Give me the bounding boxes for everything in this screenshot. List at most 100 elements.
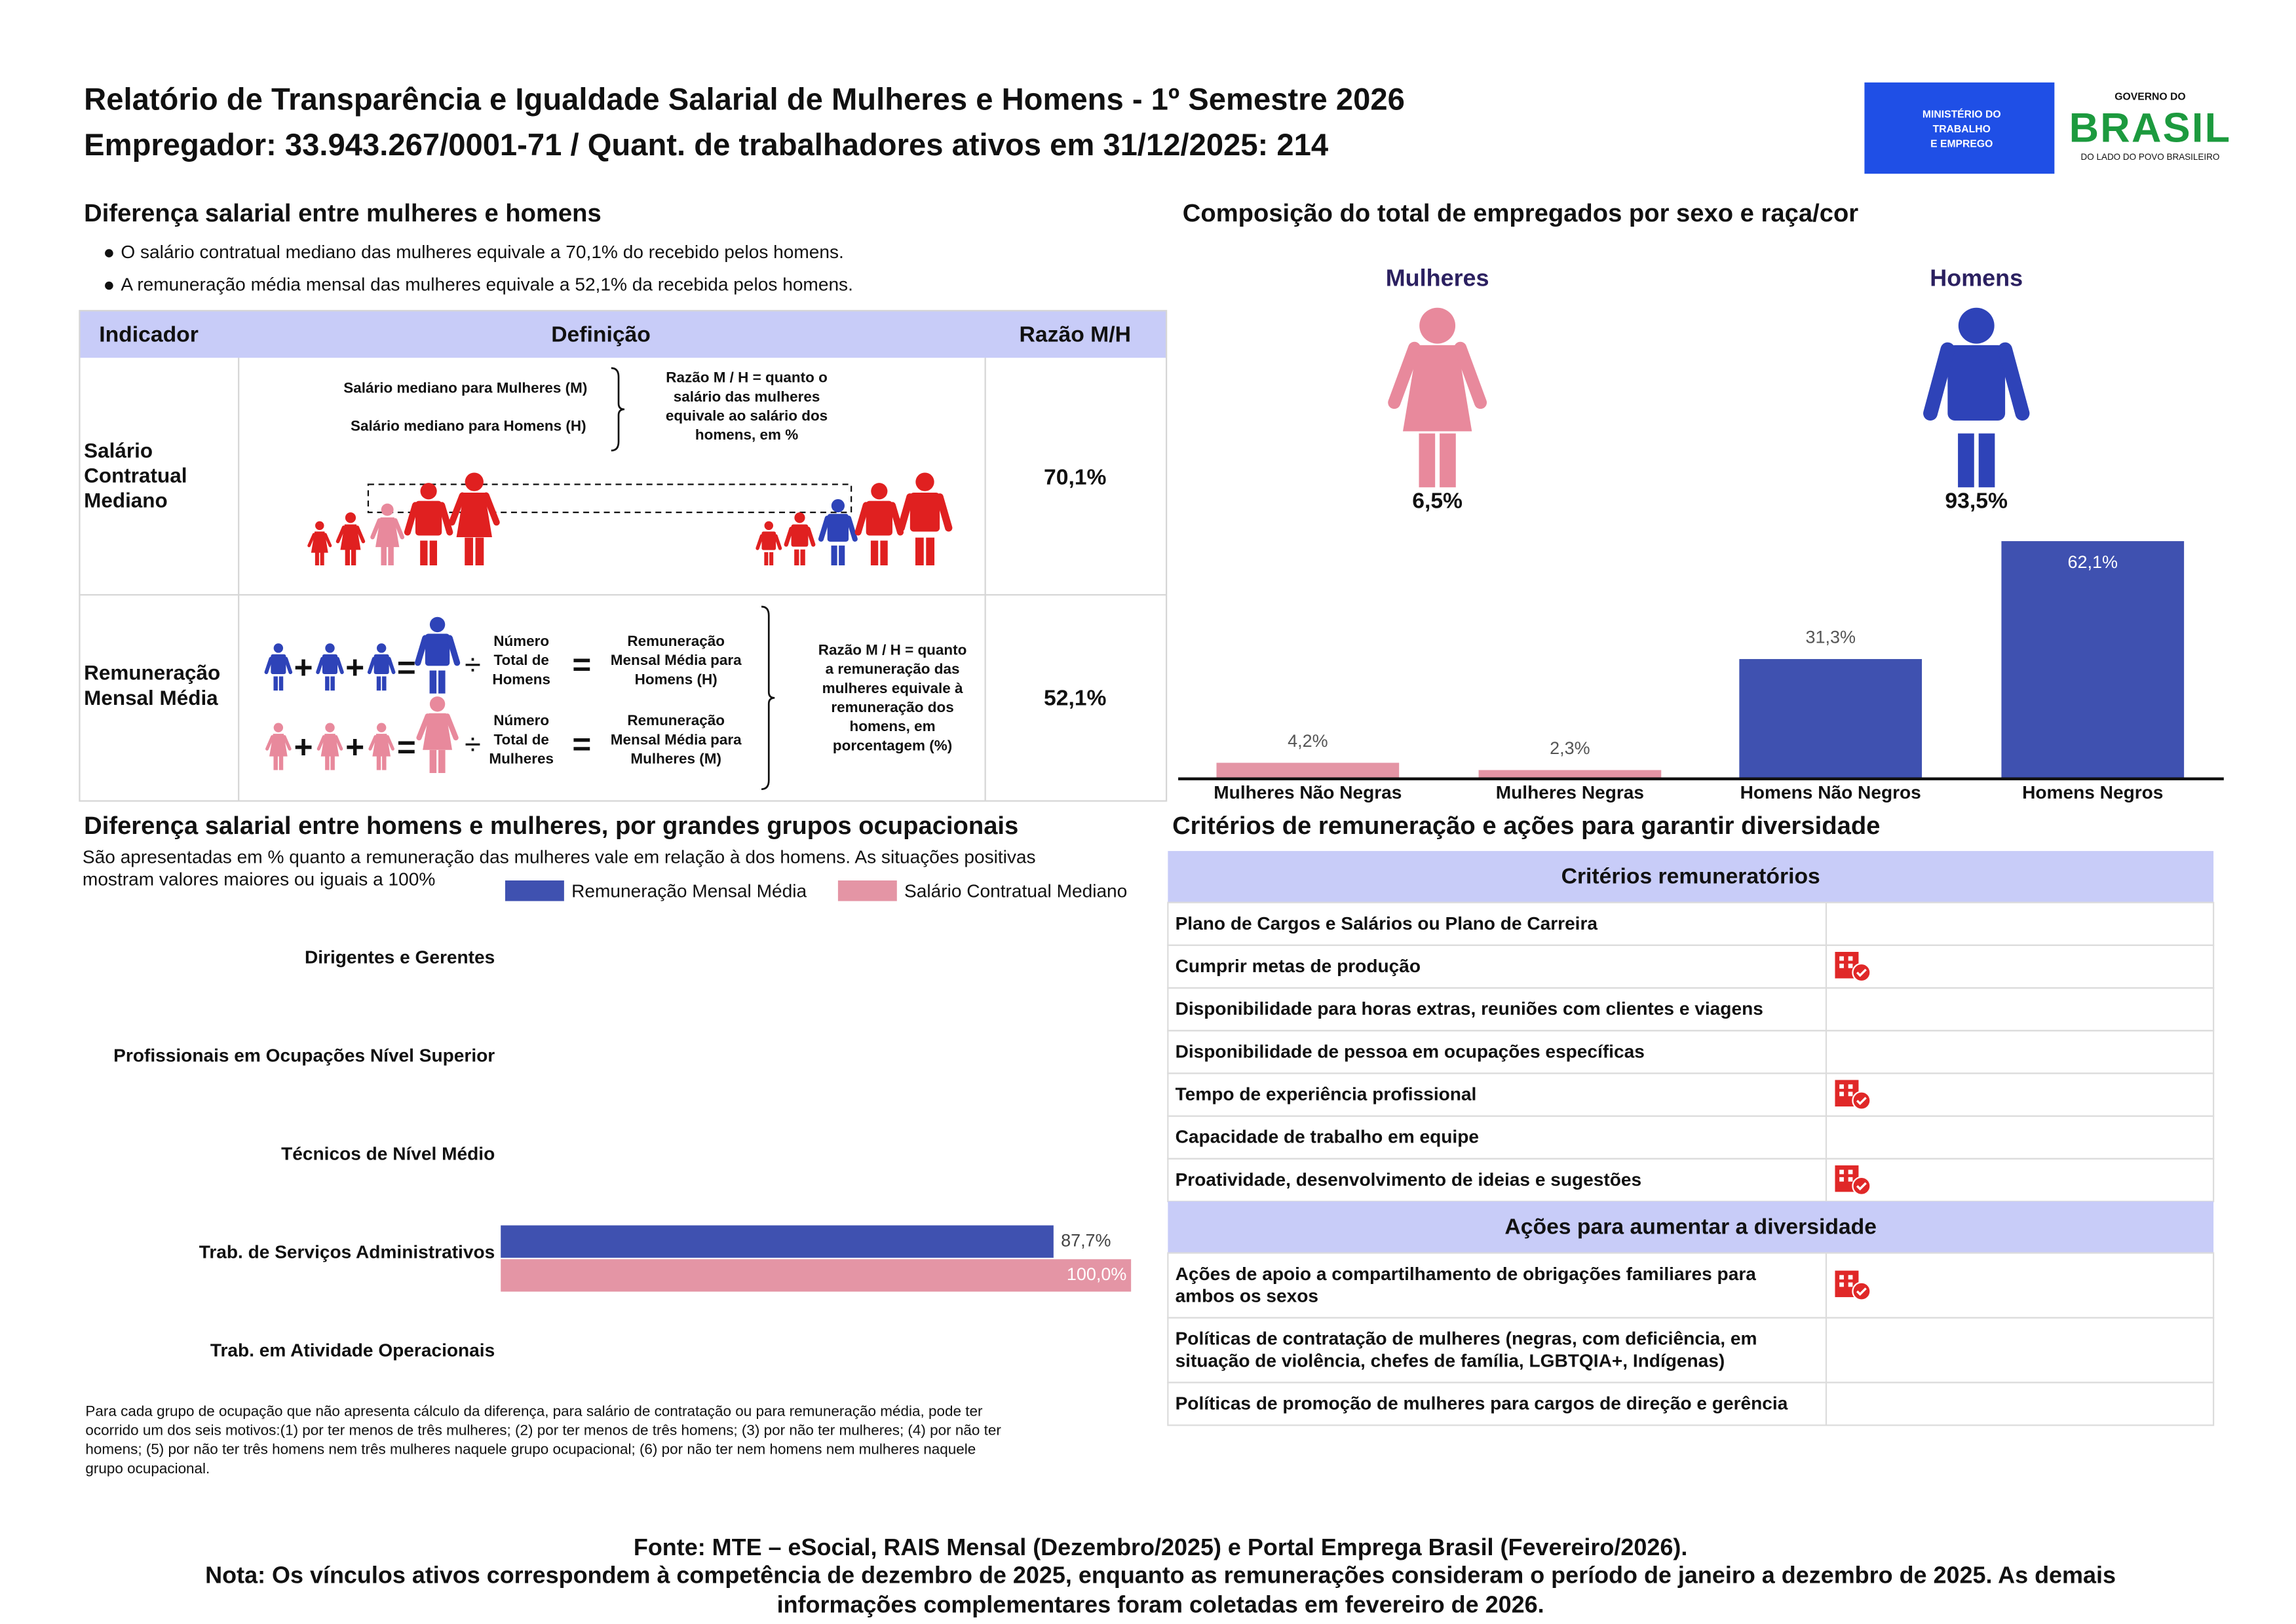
formula-text: Total de xyxy=(493,652,548,668)
chart-title: Diferença salarial entre homens e mulher… xyxy=(84,812,1018,840)
chart-note: homens; (5) por não ter três homens nem … xyxy=(85,1441,976,1458)
person-arms xyxy=(316,656,344,674)
data-label: 4,2% xyxy=(1288,731,1328,751)
person-body xyxy=(320,734,339,757)
gov-slogan: DO LADO DO POVO BRASILEIRO xyxy=(2081,152,2220,162)
person-legs xyxy=(1958,433,1995,487)
section-title: Composição do total de empregados por se… xyxy=(1183,199,1858,227)
chart-note: ocorrido um dos seis motivos:(1) por ter… xyxy=(85,1422,1001,1439)
check-icon-tick xyxy=(1856,1182,1867,1191)
check-icon-window xyxy=(1839,1091,1844,1097)
gov-top: GOVERNO DO xyxy=(2114,91,2185,102)
ratio-definition: mulheres equivale à xyxy=(822,680,963,696)
person-icon xyxy=(264,643,293,691)
person-icon xyxy=(1923,307,2030,487)
brace xyxy=(761,605,775,791)
operator: = xyxy=(397,650,416,686)
check-icon-window xyxy=(1848,963,1853,968)
check-icon-window xyxy=(1839,1177,1844,1182)
bullet-text: A remuneração média mensal das mulheres … xyxy=(121,274,853,294)
person-legs xyxy=(381,546,394,566)
ratio-value: 52,1% xyxy=(1044,685,1107,710)
operator: = xyxy=(572,647,591,683)
person-arms xyxy=(404,502,453,536)
criteria-label: Proatividade, desenvolvimento de ideias … xyxy=(1176,1169,1642,1190)
operator: + xyxy=(294,650,313,686)
check-icon-window xyxy=(1848,1091,1853,1097)
person-arms xyxy=(367,656,396,674)
x-tick-label: Mulheres Negras xyxy=(1496,782,1644,803)
person-icon xyxy=(265,723,292,770)
indicator: Mensal Média xyxy=(84,687,218,709)
criteria-label: Políticas de contratação de mulheres (ne… xyxy=(1176,1329,1757,1349)
person-legs xyxy=(465,537,484,566)
person-legs xyxy=(420,540,438,566)
median-frame xyxy=(367,483,852,514)
formula-text: Número xyxy=(493,633,549,649)
person-head xyxy=(376,643,387,653)
section-title: Diferença salarial entre mulheres e home… xyxy=(84,199,602,227)
ratio-definition: porcentagem (%) xyxy=(833,737,952,753)
person-head xyxy=(381,503,394,516)
operator: ÷ xyxy=(465,648,481,681)
criteria-heading: Critérios remuneratórios xyxy=(1561,863,1820,888)
bar xyxy=(2001,541,2185,779)
definition-text: Salário mediano para Homens (H) xyxy=(351,418,586,434)
group-share: 6,5% xyxy=(1412,488,1463,513)
bar xyxy=(1478,770,1662,779)
group-label: Mulheres xyxy=(1386,265,1489,292)
person-legs xyxy=(915,537,935,566)
check-icon-window xyxy=(1848,956,1853,961)
bullet xyxy=(105,249,113,257)
person-icon xyxy=(448,472,500,566)
chart-note: grupo ocupacional. xyxy=(85,1460,210,1477)
y-tick-label: Dirigentes e Gerentes xyxy=(305,947,495,968)
person-legs xyxy=(315,552,324,566)
person-legs xyxy=(376,676,387,691)
person-head xyxy=(345,512,356,523)
person-head xyxy=(915,472,934,491)
legend-label: Remuneração Mensal Média xyxy=(571,880,807,901)
person-body xyxy=(1402,345,1472,432)
person-legs xyxy=(794,549,805,566)
check-icon-window xyxy=(1839,1275,1844,1280)
table-border xyxy=(79,310,1168,802)
criteria-label: Cumprir metas de produção xyxy=(1176,956,1421,976)
indicator: Remuneração xyxy=(84,662,220,685)
y-tick-label: Trab. em Atividade Operacionais xyxy=(210,1340,495,1361)
chart-subtitle: mostram valores maiores ou iguais a 100% xyxy=(83,869,435,889)
person-arms xyxy=(784,527,816,547)
check-icon-window xyxy=(1848,1169,1853,1175)
formula-text: Mensal Média para xyxy=(611,652,742,668)
x-tick-label: Homens Não Negros xyxy=(1740,782,1921,803)
bullet-text: O salário contratual mediano das mulhere… xyxy=(121,242,844,262)
person-arms xyxy=(370,518,405,540)
ratio-definition: remuneração dos xyxy=(831,699,953,715)
person-head xyxy=(273,643,284,653)
ministry-text: E EMPREGO xyxy=(1930,138,1993,149)
section-title: Critérios de remuneração e ações para ga… xyxy=(1172,812,1880,840)
chart-subtitle: São apresentadas em % quanto a remuneraç… xyxy=(83,847,1036,867)
x-tick-label: Mulheres Não Negras xyxy=(1214,782,1402,803)
person-body xyxy=(271,654,286,674)
person-body xyxy=(827,514,849,542)
person-head xyxy=(325,643,335,653)
data-label: 62,1% xyxy=(2068,552,2118,572)
ministry-text: TRABALHO xyxy=(1933,124,1991,135)
x-tick-label: Homens Negros xyxy=(2022,782,2163,803)
person-arms xyxy=(316,735,343,751)
criteria-label: Ações de apoio a compartilhamento de obr… xyxy=(1176,1264,1757,1284)
person-arms xyxy=(818,516,858,542)
person-legs xyxy=(325,755,335,770)
person-head xyxy=(273,723,284,732)
check-icon-window xyxy=(1839,963,1844,968)
person-arms xyxy=(414,635,461,666)
operator: ÷ xyxy=(465,727,481,761)
person-icon xyxy=(416,696,459,773)
data-label: 2,3% xyxy=(1550,738,1590,758)
person-head xyxy=(315,521,324,531)
person-arms xyxy=(1388,341,1487,409)
person-legs xyxy=(429,749,446,773)
person-head xyxy=(871,483,888,500)
